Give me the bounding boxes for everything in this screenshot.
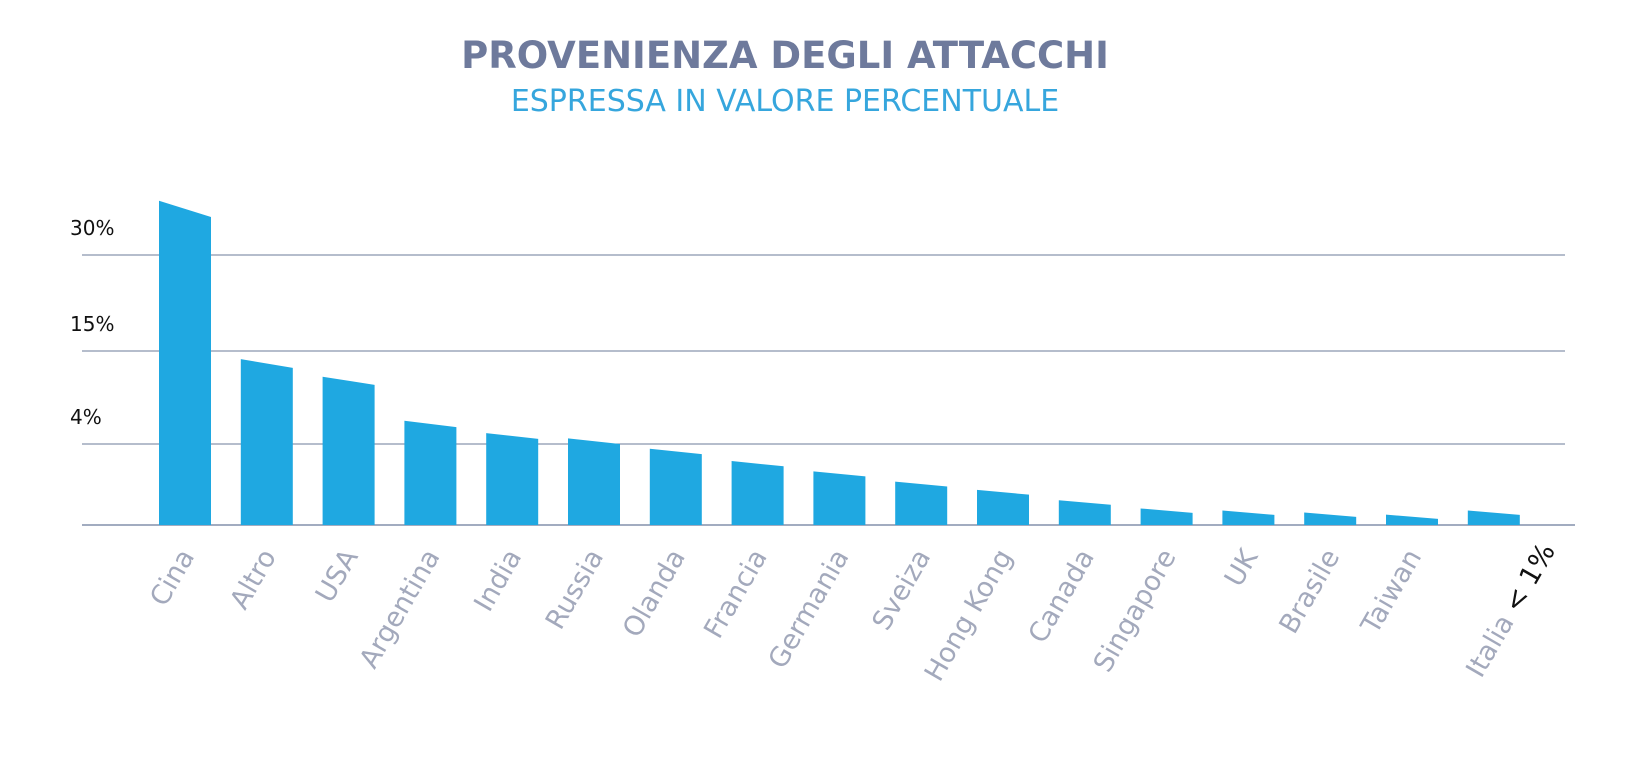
x-tick-label: Olanda (617, 544, 692, 643)
x-tick-label: Canada (1023, 544, 1101, 648)
bar-russia (568, 438, 620, 525)
x-tick-label: Altro (224, 544, 283, 615)
x-tick-label-suffix: < 1% (1498, 538, 1562, 618)
x-tick-label: Italia < 1% (1460, 538, 1561, 683)
bar-brasile (1304, 512, 1357, 525)
bar-canada (1058, 500, 1111, 525)
bar-hong-kong (977, 489, 1029, 525)
bar-italia (1467, 510, 1520, 525)
chart-title: PROVENIENZA DEGLI ATTACCHI (461, 34, 1109, 77)
y-tick-label: 4% (70, 405, 102, 429)
bar-usa (322, 376, 375, 525)
x-tick-label: Argentina (354, 544, 447, 674)
x-tick-label-name: Italia (1460, 602, 1524, 683)
bar-singapore (1140, 508, 1193, 525)
bar-germania (813, 471, 866, 525)
bar-india (486, 433, 539, 525)
bar-cina (159, 200, 211, 526)
x-tick-label: Taiwan (1355, 544, 1428, 640)
x-tick-label: USA (310, 544, 365, 608)
y-tick-label: 15% (70, 312, 114, 336)
x-tick-label: Brasile (1273, 544, 1346, 639)
bar-francia (731, 461, 784, 525)
x-tick-label: Sveiza (866, 544, 937, 636)
chart-subtitle: ESPRESSA IN VALORE PERCENTUALE (510, 84, 1060, 119)
bar-argentina (404, 420, 457, 525)
x-tick-label: UK (1219, 543, 1265, 592)
x-tick-label: Russia (540, 544, 610, 635)
bar-uk (1222, 510, 1275, 525)
bar-olanda (649, 448, 702, 525)
bar-altro (240, 359, 293, 525)
x-tick-label: Singapore (1088, 544, 1183, 677)
x-tick-label: Cina (144, 544, 201, 611)
bar-sveiza (895, 481, 948, 525)
x-tick-label: Francia (698, 544, 773, 644)
x-tick-label: Germania (763, 544, 856, 674)
bar-taiwan (1386, 514, 1438, 525)
x-tick-label: India (468, 544, 528, 617)
y-tick-label: 30% (70, 216, 114, 240)
